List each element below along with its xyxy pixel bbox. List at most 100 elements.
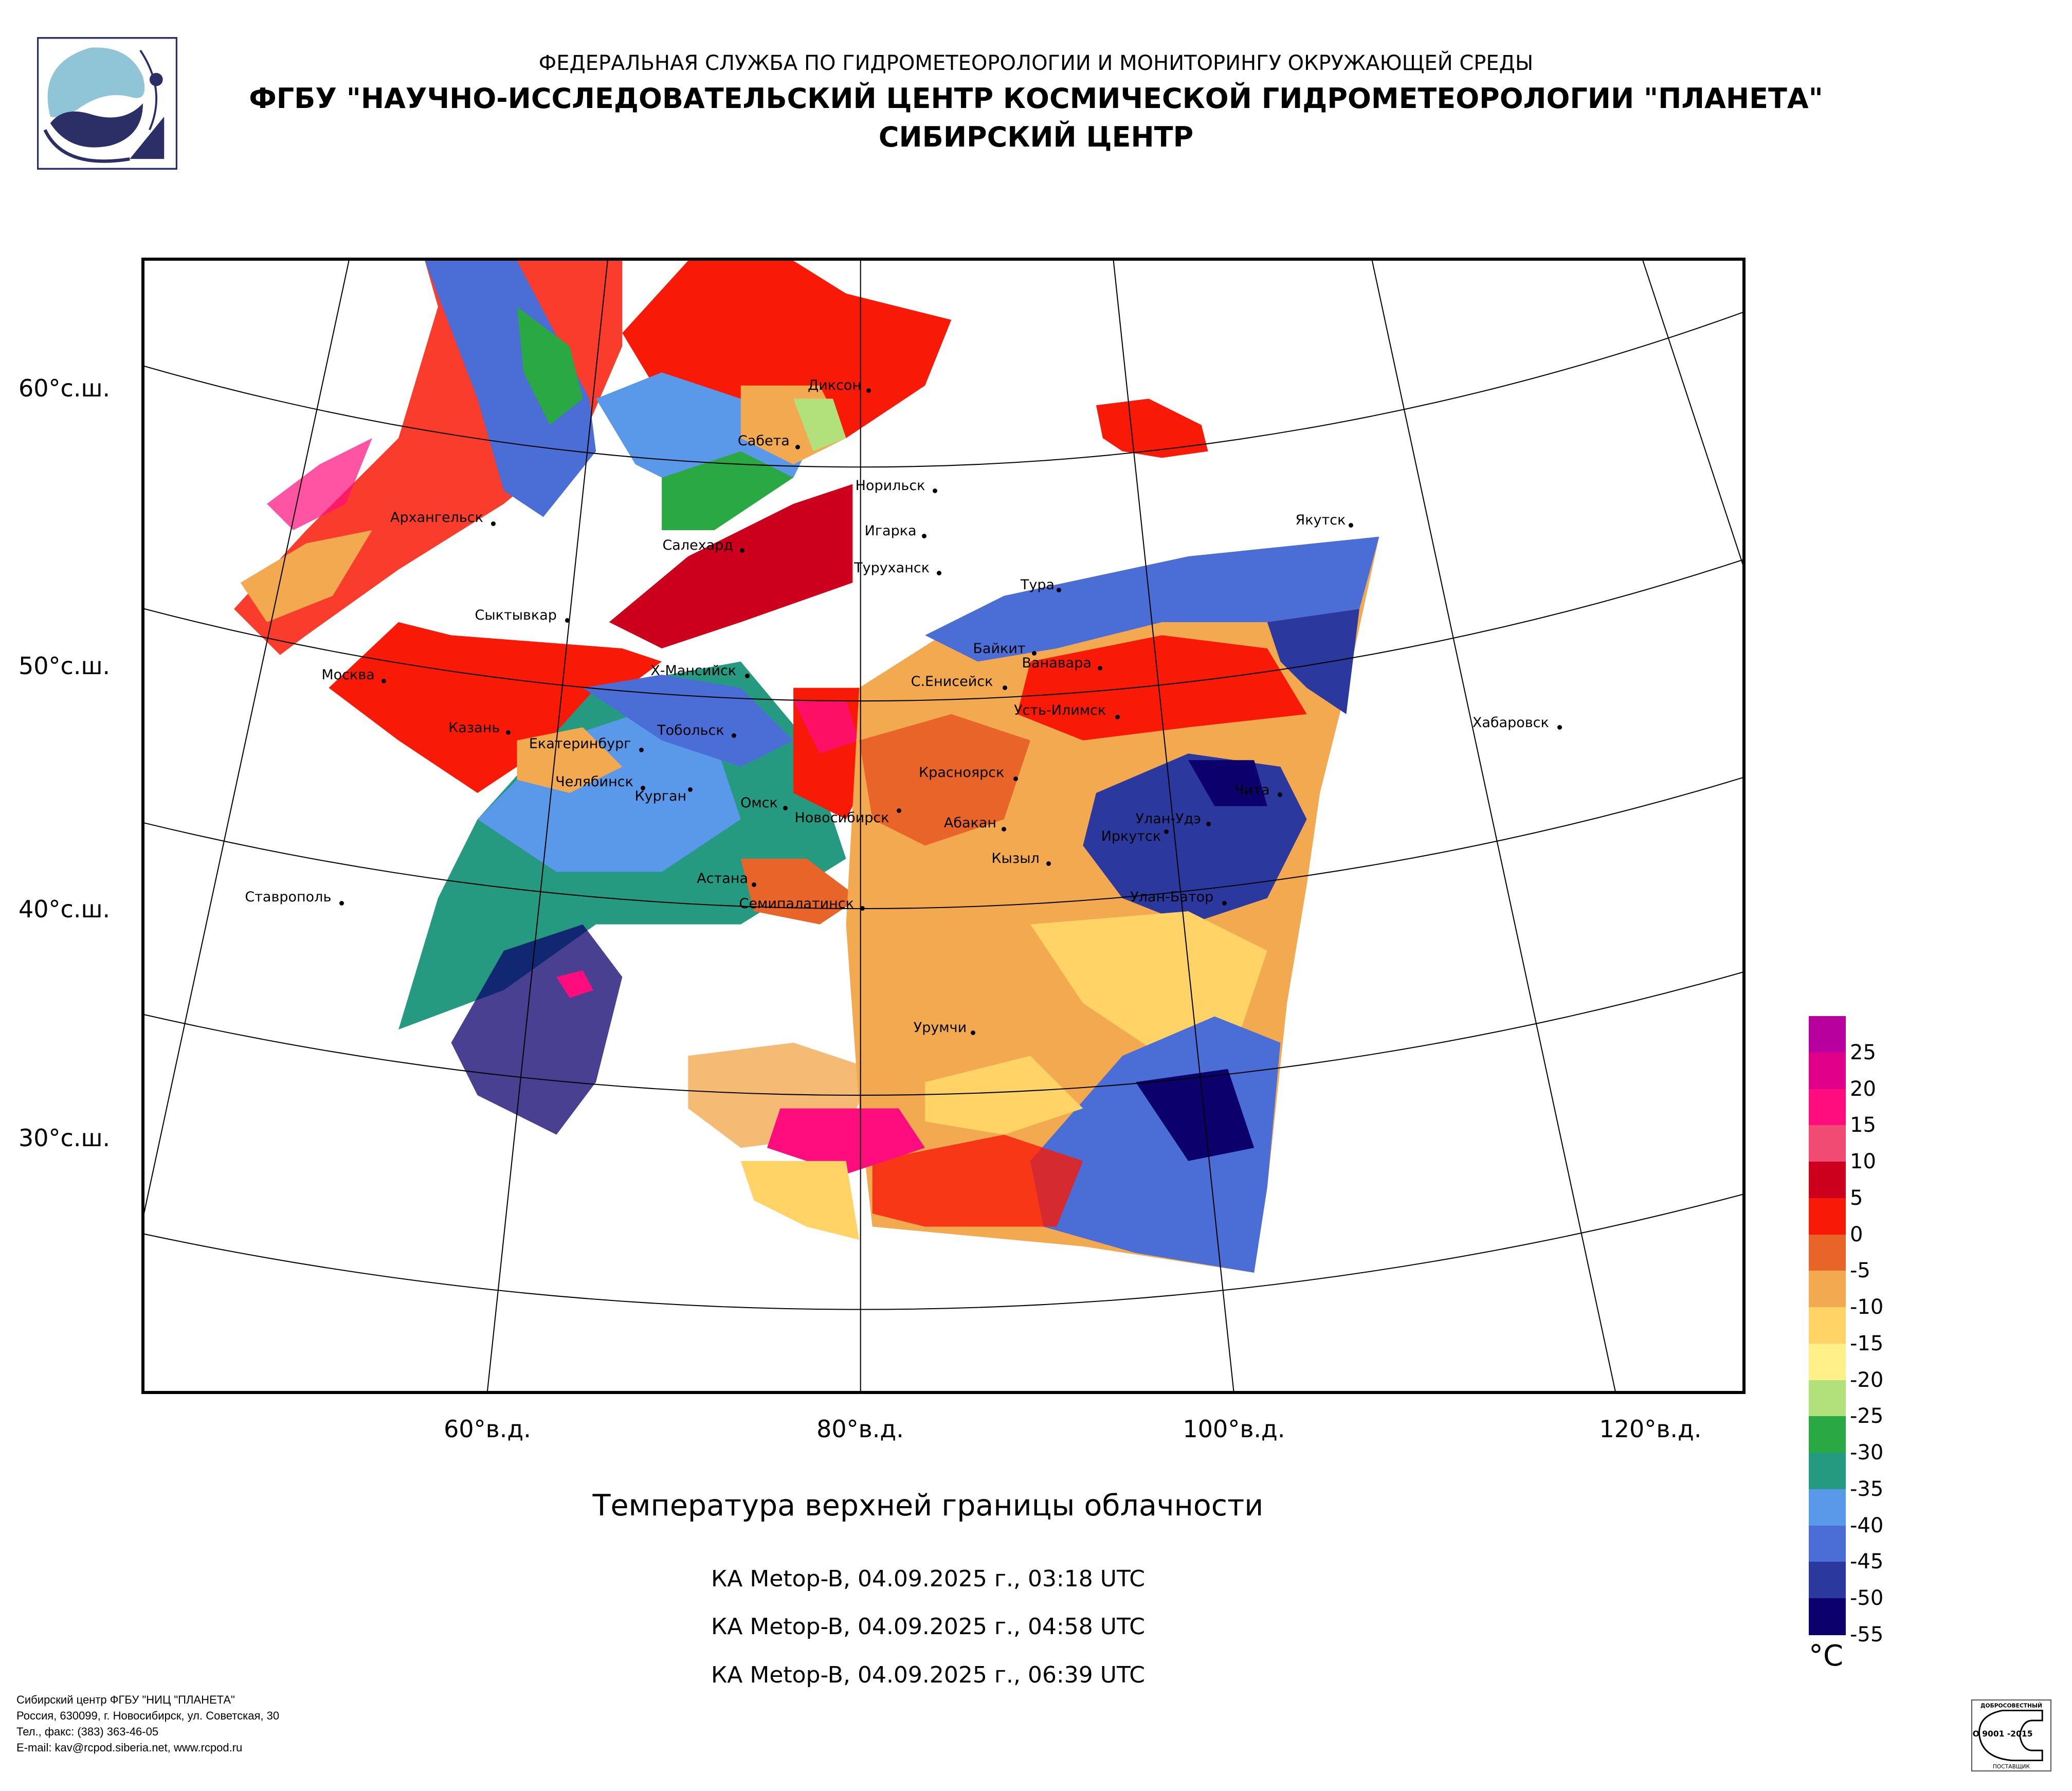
city-label: Якутск xyxy=(1295,512,1346,529)
city-label: Улан-Удэ xyxy=(1135,811,1202,827)
city-label: Ванавара xyxy=(1022,655,1092,671)
city-label: Курган xyxy=(634,788,687,805)
cloud-region xyxy=(1017,635,1307,740)
city-dot xyxy=(491,521,496,527)
cloud-region xyxy=(793,701,860,754)
city-dot xyxy=(1001,827,1006,832)
city-dot xyxy=(565,618,570,623)
city-label: Диксон xyxy=(808,377,862,394)
city-dot xyxy=(1003,685,1008,691)
cloud-region xyxy=(240,530,372,622)
city-label: Москва xyxy=(321,666,375,683)
cloud-region xyxy=(662,451,794,530)
colorbar-tick-label: -40 xyxy=(1850,1513,1884,1537)
colorbar-tick-label: 15 xyxy=(1850,1113,1876,1137)
city-dot xyxy=(1222,901,1227,906)
city-label: Семипалатинск xyxy=(739,895,854,912)
cloud-region xyxy=(740,1161,860,1240)
cloud-region xyxy=(267,438,372,530)
city-dot xyxy=(783,805,788,810)
city-label: Ставрополь xyxy=(245,889,332,905)
colorbar-tick-label: 25 xyxy=(1850,1040,1876,1064)
city-dot xyxy=(1046,861,1051,866)
colorbar-tick-label: 5 xyxy=(1850,1186,1863,1210)
city-label: Сабета xyxy=(737,433,790,449)
city-label: Тура xyxy=(1020,577,1055,593)
colorbar-tick-label: -10 xyxy=(1850,1295,1884,1319)
graticule xyxy=(144,261,1742,1391)
city-dot xyxy=(339,901,344,906)
city-label: Казань xyxy=(448,719,500,736)
colorbar-tick-label: -25 xyxy=(1850,1404,1884,1428)
colorbar-band xyxy=(1809,1416,1846,1454)
city-dot xyxy=(932,489,937,494)
colorbar-tick-label: -5 xyxy=(1850,1259,1870,1283)
cloud-region xyxy=(583,675,794,767)
city-label: Тобольск xyxy=(657,722,724,738)
city-label: Туруханск xyxy=(854,559,930,576)
city-dot xyxy=(866,388,871,393)
header-institute: ФГБУ "НАУЧНО-ИССЛЕДОВАТЕЛЬСКИЙ ЦЕНТР КОС… xyxy=(249,82,1823,115)
cloud-region xyxy=(556,970,594,998)
city-dot xyxy=(936,570,941,575)
city-dot xyxy=(732,733,737,738)
colorbar-band xyxy=(1809,1271,1846,1308)
colorbar-tick-label: 0 xyxy=(1850,1222,1863,1246)
colorbar-band xyxy=(1809,1125,1846,1163)
city-dot xyxy=(1031,651,1037,656)
city-label: Абакан xyxy=(943,815,997,831)
cloud-region xyxy=(517,306,583,425)
city-dot xyxy=(1557,725,1562,730)
city-dot xyxy=(1206,821,1211,826)
city-dot xyxy=(971,1030,976,1035)
city-label: Астана xyxy=(697,870,749,887)
cloud-region xyxy=(872,1134,1083,1227)
colorbar-tick-label: 10 xyxy=(1850,1150,1876,1174)
header-center: СИБИРСКИЙ ЦЕНТР xyxy=(878,121,1194,153)
colorbar-band xyxy=(1809,1089,1846,1126)
colorbar-band xyxy=(1809,1525,1846,1563)
lat-label-40: 40°с.ш. xyxy=(19,895,111,923)
cloud-region xyxy=(925,1056,1083,1135)
colorbar-band xyxy=(1809,1307,1846,1344)
footer-contacts: Сибирский центр ФГБУ "НИЦ "ПЛАНЕТА" Росс… xyxy=(16,1692,279,1756)
city-label: Норильск xyxy=(855,478,925,494)
colorbar-band xyxy=(1809,1380,1846,1417)
colorbar-band xyxy=(1809,1598,1846,1635)
map-canvas xyxy=(144,261,1742,1391)
meridian-line xyxy=(1371,261,1616,1391)
city-dot xyxy=(1115,714,1120,719)
city-label: Байкит xyxy=(973,640,1026,657)
colorbar-tick-label: -20 xyxy=(1850,1368,1884,1392)
iso-top-text: ДОБРОСОВЕСТНЫЙ xyxy=(1980,1703,2042,1709)
cloud-top-temperature-map: Диксон Сабета Норильск Игарка Туруханск Архан… xyxy=(141,258,1746,1394)
cloud-region xyxy=(767,1108,925,1174)
iso-center-text: ИСО 9001 -2015 xyxy=(1972,1729,2033,1739)
city-dot xyxy=(751,882,756,888)
city-dot xyxy=(860,906,865,911)
colorbar-tick-label: -55 xyxy=(1850,1623,1884,1647)
lon-label-120: 120°в.д. xyxy=(1599,1415,1702,1443)
cloud-region xyxy=(1267,609,1360,714)
city-label: Сыктывкар xyxy=(475,607,557,624)
city-label: Новосибирск xyxy=(794,809,889,826)
city-label: Салехард xyxy=(662,537,734,554)
city-label: Игарка xyxy=(864,522,917,539)
city-label: С.Енисейск xyxy=(911,673,993,690)
colorbar-band xyxy=(1809,1489,1846,1526)
cloud-region xyxy=(859,714,1030,846)
colorbar-tick-label: -45 xyxy=(1850,1550,1884,1574)
city-label: Чита xyxy=(1234,782,1270,798)
meridian-line xyxy=(486,261,608,1391)
cloud-region xyxy=(517,727,623,793)
cloud-region xyxy=(925,536,1379,662)
city-dot xyxy=(1013,776,1018,782)
colorbar-band xyxy=(1809,1453,1846,1490)
parallel-line xyxy=(144,311,1742,467)
header-agency: ФЕДЕРАЛЬНАЯ СЛУЖБА ПО ГИДРОМЕТЕОРОЛОГИИ … xyxy=(538,51,1534,75)
cloud-region xyxy=(425,261,596,517)
city-dot xyxy=(688,787,693,792)
city-label: Кызыл xyxy=(991,851,1040,867)
city-dot xyxy=(1349,523,1354,528)
lat-label-60: 60°с.ш. xyxy=(19,374,111,402)
